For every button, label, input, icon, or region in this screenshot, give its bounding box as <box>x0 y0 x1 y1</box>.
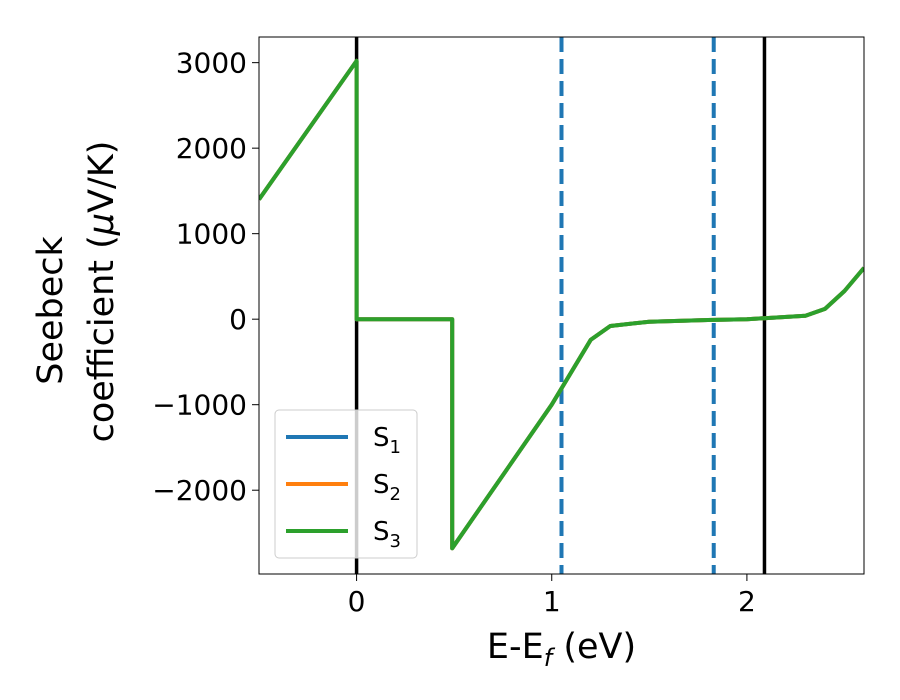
x-axis-title-base: E-E <box>487 627 544 667</box>
x-axis-title: E-Ef (eV) <box>487 627 636 672</box>
series-line-s3 <box>259 58 864 551</box>
y-tick-label: −1000 <box>152 389 247 422</box>
y-axis-title-line1: Seebeck <box>31 235 71 384</box>
y-axis-title-text: coefficient ( <box>82 235 122 442</box>
legend-label-s3: S3 <box>373 517 401 552</box>
y-tick-label: 3000 <box>176 47 247 80</box>
x-tick-label: 1 <box>543 585 561 618</box>
x-axis-title-rest: (eV) <box>552 627 636 667</box>
y-axis-title: Seebeck coefficient (μV/K) <box>31 141 122 443</box>
y-tick-label: 2000 <box>176 132 247 165</box>
plot-frame <box>258 36 865 575</box>
y-axis-title-mu: μ <box>82 213 122 236</box>
plot-area <box>259 37 864 574</box>
y-axis-title-line2: coefficient (μV/K) <box>82 141 122 443</box>
y-tick-label: 0 <box>229 303 247 336</box>
y-axis-title-unit: V/K) <box>82 141 122 213</box>
y-tick-label: 1000 <box>176 218 247 251</box>
legend: S1 S2 S3 <box>274 409 418 559</box>
x-tick-label: 0 <box>348 585 366 618</box>
legend-label-s1: S1 <box>373 423 401 458</box>
y-tick-label: −2000 <box>152 474 247 507</box>
axis-ticks: 0 1 2 −2000 −1000 0 1000 2000 3000 <box>152 47 756 618</box>
x-tick-label: 2 <box>738 585 756 618</box>
legend-label-s2: S2 <box>373 470 401 505</box>
